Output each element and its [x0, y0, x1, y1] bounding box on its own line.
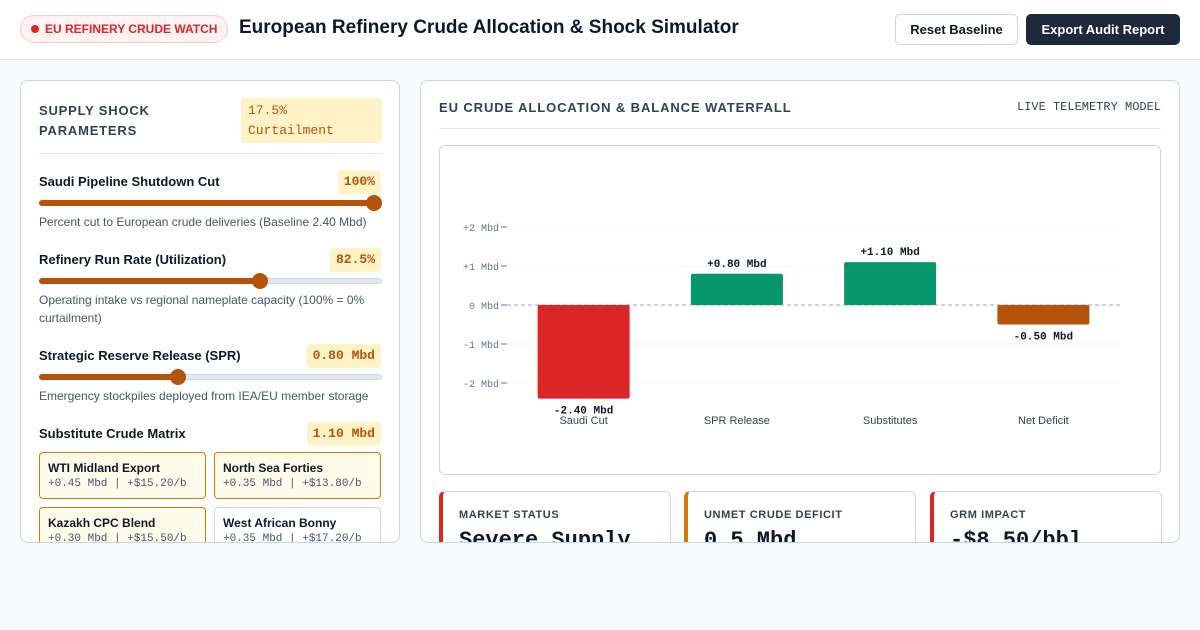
bar-data-label: +1.10 Mbd [860, 247, 919, 259]
y-tick-label: -1 Mbd [463, 340, 499, 352]
waterfall-chart: +2 Mbd +1 Mbd 0 Mbd -1 Mbd -2 Mbd -2.40 Mbd Sa… [439, 145, 1161, 475]
status-badge-label: EU REFINERY CRUDE WATCH [45, 22, 218, 36]
y-tick-label: -2 Mbd [463, 379, 499, 391]
unmet-deficit-value: 0.5 Mbd [704, 528, 797, 543]
y-tick-label: +2 Mbd [463, 223, 499, 235]
waterfall-chart-svg: +2 Mbd +1 Mbd 0 Mbd -1 Mbd -2 Mbd -2.40 MbdSa… [463, 223, 1120, 427]
substitute-name: Kazakh CPC Blend [48, 516, 156, 530]
live-telemetry-tag: LIVE TELEMETRY MODEL [1016, 100, 1161, 114]
substitute-card-forties[interactable]: North Sea Forties +0.35 Mbd | +$13.80/b [214, 452, 381, 499]
x-category-label: SPR Release [704, 415, 770, 427]
status-badge: EU REFINERY CRUDE WATCH [20, 15, 229, 43]
supply-shock-title: SUPPLY SHOCK PARAMETERS [39, 103, 150, 138]
spr-release-label: Strategic Reserve Release (SPR) [39, 348, 241, 363]
bar-data-label: +0.80 Mbd [707, 259, 766, 271]
refinery-run-rate-slider[interactable] [39, 273, 382, 289]
saudi-cut-value: 100% [337, 170, 381, 194]
x-category-label: Net Deficit [1018, 415, 1069, 427]
saudi-cut-label: Saudi Pipeline Shutdown Cut [39, 174, 220, 189]
substitute-card-bonny[interactable]: West African Bonny +0.35 Mbd | +$17.20/b [214, 507, 381, 543]
refinery-run-rate-value: 82.5% [329, 248, 381, 272]
slider-fill [39, 200, 374, 206]
x-category-label: Saudi Cut [559, 415, 607, 427]
bar-substitutes [844, 262, 937, 305]
divider [39, 153, 382, 154]
unmet-deficit-card: UNMET CRUDE DEFICIT 0.5 Mbd [684, 491, 916, 543]
slider-thumb[interactable] [169, 369, 186, 385]
spr-release-value: 0.80 Mbd [306, 344, 381, 368]
y-tick-label: +1 Mbd [463, 262, 499, 274]
curtailment-badge: 17.5% Curtailment [241, 98, 382, 143]
bar-saudi-cut [537, 305, 630, 399]
market-status-value: Severe Supply [459, 528, 631, 543]
slider-thumb[interactable] [366, 195, 382, 211]
refinery-run-rate-description: Operating intake vs regional nameplate c… [39, 293, 365, 325]
substitute-meta: +0.45 Mbd | +$15.20/b [48, 478, 187, 490]
export-audit-report-button[interactable]: Export Audit Report [1026, 14, 1180, 45]
substitute-meta: +0.30 Mbd | +$15.50/b [48, 533, 187, 543]
supply-shock-panel: SUPPLY SHOCK PARAMETERS 17.5% Curtailmen… [20, 80, 400, 543]
market-status-card: MARKET STATUS Severe Supply [439, 491, 671, 543]
market-status-label: MARKET STATUS [459, 509, 560, 521]
chart-title: EU CRUDE ALLOCATION & BALANCE WATERFALL [439, 100, 792, 115]
bar-spr-release [690, 273, 783, 305]
divider [439, 128, 1161, 129]
substitute-matrix-label: Substitute Crude Matrix [39, 426, 186, 441]
spr-release-description: Emergency stockpiles deployed from IEA/E… [39, 389, 369, 403]
app-header: EU REFINERY CRUDE WATCH European Refiner… [0, 0, 1200, 60]
bar-data-label: -2.40 Mbd [554, 406, 613, 418]
saudi-cut-description: Percent cut to European crude deliveries… [39, 215, 367, 229]
substitute-name: West African Bonny [223, 516, 337, 530]
alert-dot-icon [31, 25, 39, 33]
reset-baseline-button[interactable]: Reset Baseline [895, 14, 1018, 45]
spr-release-slider[interactable] [39, 369, 382, 385]
y-tick-label: 0 Mbd [469, 301, 499, 313]
substitute-card-wti[interactable]: WTI Midland Export +0.45 Mbd | +$15.20/b [39, 452, 206, 499]
slider-fill [39, 374, 178, 380]
slider-fill [39, 278, 260, 284]
substitute-meta: +0.35 Mbd | +$17.20/b [223, 533, 362, 543]
refinery-run-rate-label: Refinery Run Rate (Utilization) [39, 252, 227, 267]
grm-impact-value: -$8.50/bbl [950, 528, 1083, 543]
bar-net-deficit [997, 305, 1090, 325]
grm-impact-card: GRM IMPACT -$8.50/bbl [930, 491, 1162, 543]
substitute-name: WTI Midland Export [48, 461, 160, 475]
substitute-name: North Sea Forties [223, 461, 324, 475]
saudi-cut-slider[interactable] [39, 195, 382, 211]
slider-thumb[interactable] [251, 273, 268, 289]
bar-data-label: -0.50 Mbd [1014, 332, 1073, 344]
page-title: European Refinery Crude Allocation & Sho… [239, 17, 739, 38]
substitute-card-cpc[interactable]: Kazakh CPC Blend +0.30 Mbd | +$15.50/b [39, 507, 206, 543]
grm-impact-label: GRM IMPACT [950, 509, 1027, 521]
x-category-label: Substitutes [863, 415, 918, 427]
unmet-deficit-label: UNMET CRUDE DEFICIT [704, 509, 843, 521]
allocation-panel: EU CRUDE ALLOCATION & BALANCE WATERFALL … [420, 80, 1180, 543]
substitute-matrix-value: 1.10 Mbd [306, 422, 381, 446]
substitute-meta: +0.35 Mbd | +$13.80/b [223, 478, 362, 490]
